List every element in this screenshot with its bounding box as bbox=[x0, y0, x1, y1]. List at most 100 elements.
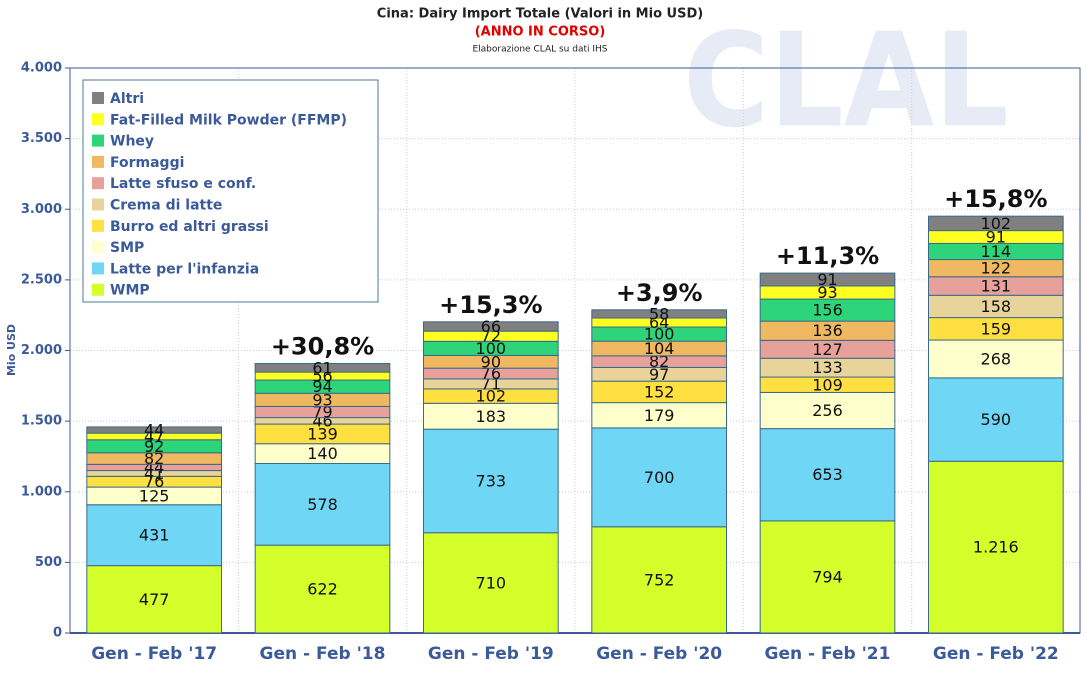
bar-segment bbox=[759, 272, 896, 287]
legend-swatch bbox=[92, 198, 104, 211]
x-tick-label: Gen - Feb '18 bbox=[260, 644, 386, 664]
value-label: 102 bbox=[981, 214, 1012, 233]
legend-label: Burro ed altri grassi bbox=[110, 219, 269, 235]
value-label: 794 bbox=[812, 567, 843, 586]
value-label: 131 bbox=[981, 277, 1012, 296]
y-tick-label: 3.000 bbox=[21, 202, 62, 217]
bar-segment bbox=[928, 460, 1064, 634]
value-label: 140 bbox=[307, 444, 338, 463]
value-label: 1.216 bbox=[973, 538, 1019, 557]
value-label: 152 bbox=[644, 382, 675, 401]
value-label: 256 bbox=[812, 401, 843, 420]
growth-label: +30,8% bbox=[271, 332, 374, 360]
value-label: 179 bbox=[644, 406, 675, 425]
legend-swatch bbox=[92, 219, 104, 232]
value-label: 122 bbox=[981, 259, 1012, 278]
legend-label: Altri bbox=[110, 91, 144, 107]
value-label: 139 bbox=[307, 424, 338, 443]
value-label: 431 bbox=[139, 526, 170, 545]
growth-label: +11,3% bbox=[776, 242, 879, 270]
y-tick-label: 4.000 bbox=[21, 61, 62, 76]
value-label: 653 bbox=[812, 465, 843, 484]
bar-segment bbox=[591, 526, 727, 634]
y-tick-label: 2.000 bbox=[21, 343, 62, 358]
watermark: CLAL bbox=[683, 6, 1008, 157]
bar-segment bbox=[423, 428, 559, 534]
bar-segment bbox=[254, 463, 391, 546]
legend-box bbox=[82, 79, 379, 303]
value-label: 93 bbox=[312, 390, 332, 409]
y-tick-label: 500 bbox=[35, 555, 62, 570]
value-label: 125 bbox=[139, 486, 170, 505]
y-tick-label: 3.500 bbox=[21, 131, 62, 146]
bar-segment bbox=[591, 402, 727, 429]
value-label: 268 bbox=[981, 349, 1012, 368]
legend-label: Crema di latte bbox=[110, 198, 222, 214]
legend-label: Latte sfuso e conf. bbox=[110, 176, 256, 192]
value-label: 76 bbox=[144, 472, 164, 491]
value-label: 102 bbox=[476, 387, 507, 406]
bar-segment bbox=[423, 321, 559, 332]
value-label: 590 bbox=[981, 410, 1012, 429]
value-label: 136 bbox=[812, 321, 843, 340]
bar-segment bbox=[591, 427, 727, 528]
value-label: 100 bbox=[476, 339, 507, 358]
x-tick-label: Gen - Feb '20 bbox=[596, 644, 722, 664]
value-label: 76 bbox=[481, 364, 501, 383]
value-label: 100 bbox=[644, 325, 675, 344]
legend-label: SMP bbox=[110, 240, 144, 256]
x-tick-label: Gen - Feb '17 bbox=[91, 644, 217, 664]
value-label: 79 bbox=[312, 403, 332, 422]
value-label: 91 bbox=[817, 270, 837, 289]
value-label: 477 bbox=[139, 590, 170, 609]
bar-segment bbox=[423, 532, 559, 634]
growth-label: +3,9% bbox=[616, 279, 703, 307]
bar-segment bbox=[759, 520, 896, 634]
x-tick-label: Gen - Feb '21 bbox=[765, 644, 891, 664]
legend-swatch bbox=[92, 113, 104, 126]
value-label: 44 bbox=[144, 421, 164, 440]
value-label: 94 bbox=[312, 377, 332, 396]
bar-segment bbox=[423, 402, 559, 430]
y-tick-label: 0 bbox=[53, 626, 62, 641]
legend-label: Whey bbox=[110, 134, 154, 150]
value-label: 97 bbox=[649, 365, 669, 384]
legend-label: Latte per l'infanzia bbox=[110, 261, 259, 277]
legend-swatch bbox=[92, 262, 104, 275]
bar-segment bbox=[928, 339, 1064, 379]
y-tick-label: 1.500 bbox=[21, 414, 62, 429]
value-label: 82 bbox=[144, 449, 164, 468]
y-axis-label: Mio USD bbox=[5, 324, 18, 376]
value-label: 90 bbox=[481, 352, 501, 371]
legend-swatch bbox=[92, 134, 104, 147]
value-label: 61 bbox=[312, 358, 332, 377]
value-label: 92 bbox=[144, 437, 164, 456]
legend-swatch bbox=[92, 92, 104, 104]
bar-segment bbox=[928, 215, 1064, 232]
source: Elaborazione CLAL su dati IHS bbox=[472, 45, 607, 55]
bar-segment bbox=[86, 426, 223, 434]
bar-segment bbox=[591, 309, 727, 319]
legend-label: WMP bbox=[110, 283, 150, 299]
growth-label: +15,8% bbox=[944, 185, 1047, 213]
value-label: 82 bbox=[649, 352, 669, 371]
y-tick-label: 1.000 bbox=[21, 484, 62, 499]
value-label: 93 bbox=[817, 283, 837, 302]
legend-label: Fat-Filled Milk Powder (FFMP) bbox=[110, 112, 347, 128]
value-label: 752 bbox=[644, 570, 675, 589]
value-label: 114 bbox=[981, 242, 1012, 261]
legend-swatch bbox=[92, 241, 104, 254]
legend-label: Formaggi bbox=[110, 155, 184, 171]
value-label: 159 bbox=[981, 319, 1012, 338]
chart-subtitle: (ANNO IN CORSO) bbox=[475, 25, 606, 40]
bar-segment bbox=[254, 362, 391, 373]
legend-swatch bbox=[92, 177, 104, 190]
value-label: 622 bbox=[307, 580, 338, 599]
x-tick-label: Gen - Feb '19 bbox=[428, 644, 554, 664]
growth-label: +15,3% bbox=[439, 291, 542, 319]
chart-title: Cina: Dairy Import Totale (Valori in Mio… bbox=[377, 7, 703, 22]
x-tick-label: Gen - Feb '22 bbox=[933, 644, 1059, 664]
value-label: 91 bbox=[986, 228, 1006, 247]
value-label: 109 bbox=[812, 375, 843, 394]
value-label: 58 bbox=[649, 304, 669, 323]
